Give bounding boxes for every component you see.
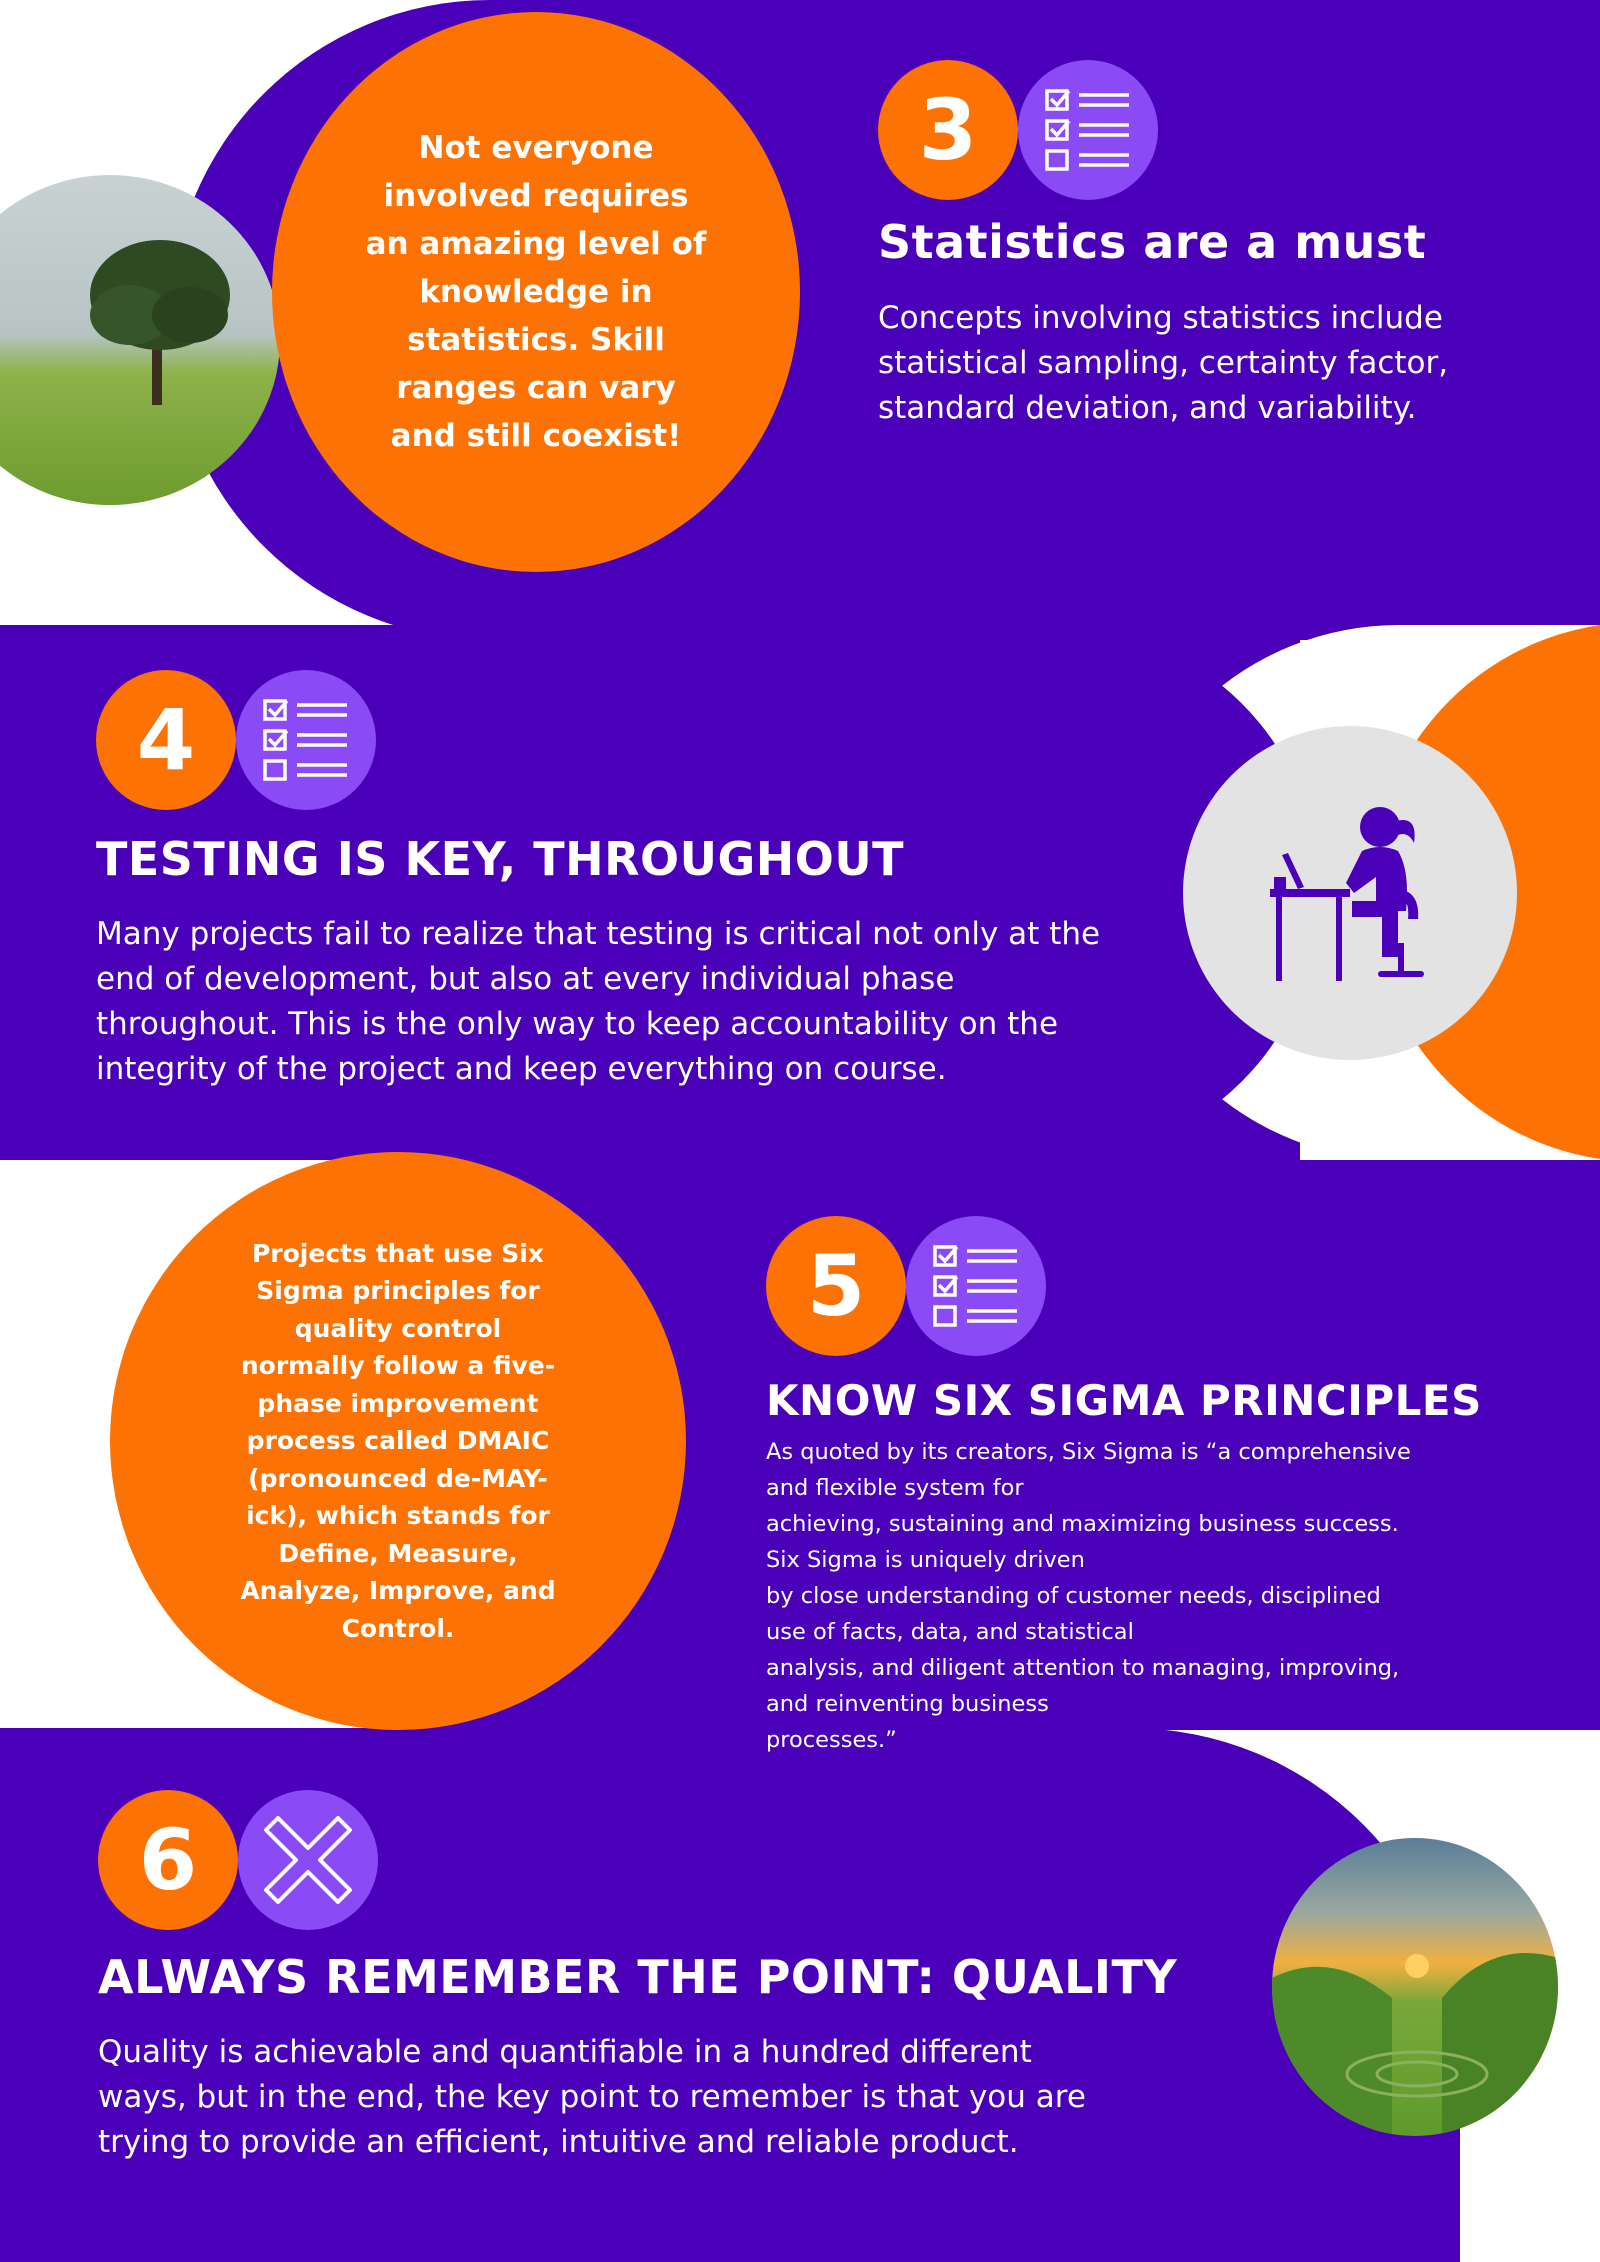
- section5-body-line: analysis, and diligent attention to mana…: [766, 1655, 1400, 1681]
- landscape-sunset-photo: [1272, 1838, 1558, 2136]
- section6-title: ALWAYS REMEMBER THE POINT: QUALITY: [98, 1950, 1178, 2004]
- section5-number: 5: [766, 1216, 906, 1356]
- section3-title: Statistics are a must: [878, 215, 1427, 269]
- section6-number: 6: [98, 1790, 238, 1930]
- section5-body-line: use of facts, data, and statistical: [766, 1619, 1134, 1645]
- cross-icon: [238, 1790, 378, 1930]
- person-at-desk-icon: [1270, 807, 1424, 981]
- section5-body-line: achieving, sustaining and maximizing bus…: [766, 1511, 1399, 1537]
- section5-body-line: by close understanding of customer needs…: [766, 1583, 1381, 1609]
- section5-callout: Projects that use Six Sigma principles f…: [110, 1152, 686, 1730]
- section3-callout: Not everyone involved requires an amazin…: [272, 12, 800, 572]
- section4-title: TESTING IS KEY, THROUGHOUT: [96, 832, 905, 886]
- section3-body: Concepts involving statistics include st…: [878, 300, 1449, 426]
- section5-body-line: and flexible system for: [766, 1475, 1024, 1501]
- section4-number: 4: [96, 670, 236, 810]
- section5-body-line: processes.”: [766, 1727, 897, 1753]
- checklist-icon: [906, 1216, 1046, 1356]
- section5-body-line: and reinventing business: [766, 1691, 1049, 1717]
- checklist-icon: [236, 670, 376, 810]
- section5-body-line: As quoted by its creators, Six Sigma is …: [766, 1439, 1411, 1465]
- section4-body: Many projects fail to realize that testi…: [96, 916, 1101, 1087]
- section4-illustration: [1183, 726, 1517, 1060]
- section5-body: As quoted by its creators, Six Sigma is …: [766, 1434, 1566, 1758]
- checklist-icon: [1018, 60, 1158, 200]
- section6-body: Quality is achievable and quantifiable i…: [98, 2034, 1086, 2160]
- section5-body-line: Six Sigma is uniquely driven: [766, 1547, 1085, 1573]
- tree-field-photo: [0, 175, 280, 505]
- section5-title: KNOW SIX SIGMA PRINCIPLES: [766, 1376, 1482, 1425]
- section3-number: 3: [878, 60, 1018, 200]
